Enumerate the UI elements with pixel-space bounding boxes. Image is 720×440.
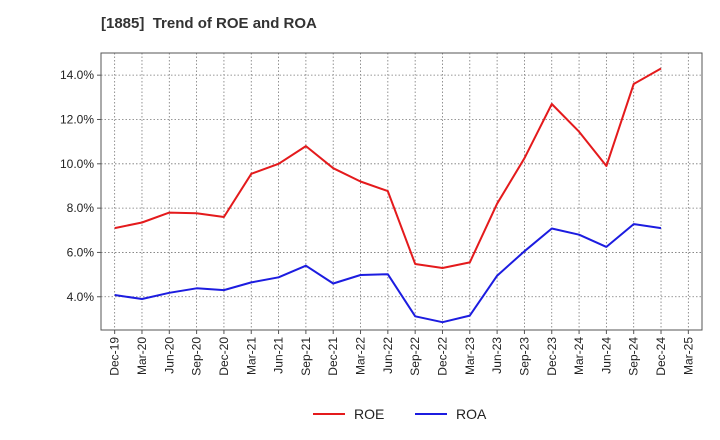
x-tick-label: Sep-20 xyxy=(190,337,204,376)
x-tick-label: Mar-21 xyxy=(244,337,258,375)
y-tick-label: 12.0% xyxy=(60,112,94,126)
x-tick-label: Jun-21 xyxy=(272,337,286,374)
x-tick-label: Sep-21 xyxy=(299,337,313,376)
y-axis-ticks: 4.0% 6.0% 8.0% 10.0% 12.0% 14.0% xyxy=(60,68,101,304)
x-tick-label: Mar-23 xyxy=(463,337,477,375)
y-tick-label: 6.0% xyxy=(67,245,95,259)
x-axis-ticks: Dec-19 Mar-20 Jun-20 Sep-20 Dec-20 Mar-21 Jun-… xyxy=(108,330,695,376)
x-tick-label: Jun-24 xyxy=(599,337,613,374)
y-tick-label: 10.0% xyxy=(60,157,94,171)
x-tick-label: Sep-24 xyxy=(627,337,641,376)
legend-label-roa: ROA xyxy=(456,406,487,422)
legend: ROE ROA xyxy=(313,406,487,422)
y-tick-label: 8.0% xyxy=(67,201,95,215)
plot-area-frame xyxy=(100,52,703,331)
series-lines xyxy=(114,67,662,324)
x-tick-label: Jun-22 xyxy=(381,337,395,374)
y-tick-label: 4.0% xyxy=(67,290,95,304)
legend-label-roe: ROE xyxy=(354,406,384,422)
x-tick-label: Jun-23 xyxy=(490,337,504,374)
y-tick-label: 14.0% xyxy=(60,68,94,82)
x-tick-label: Mar-20 xyxy=(135,337,149,375)
x-tick-label: Dec-19 xyxy=(108,337,122,376)
x-tick-label: Mar-22 xyxy=(354,337,368,375)
x-tick-label: Sep-22 xyxy=(408,337,422,376)
x-tick-label: Dec-22 xyxy=(435,337,449,376)
x-tick-label: Dec-20 xyxy=(217,337,231,376)
x-tick-label: Dec-24 xyxy=(654,337,668,376)
x-tick-label: Jun-20 xyxy=(162,337,176,374)
series-line-roe xyxy=(114,67,662,269)
x-tick-label: Mar-24 xyxy=(572,337,586,375)
grid-lines xyxy=(101,53,702,330)
series-line-roa xyxy=(114,223,662,324)
x-tick-label: Dec-21 xyxy=(326,337,340,376)
x-tick-label: Mar-25 xyxy=(681,337,695,375)
x-tick-label: Sep-23 xyxy=(517,337,531,376)
chart-title: [1885] Trend of ROE and ROA xyxy=(101,15,317,32)
x-tick-label: Dec-23 xyxy=(545,337,559,376)
